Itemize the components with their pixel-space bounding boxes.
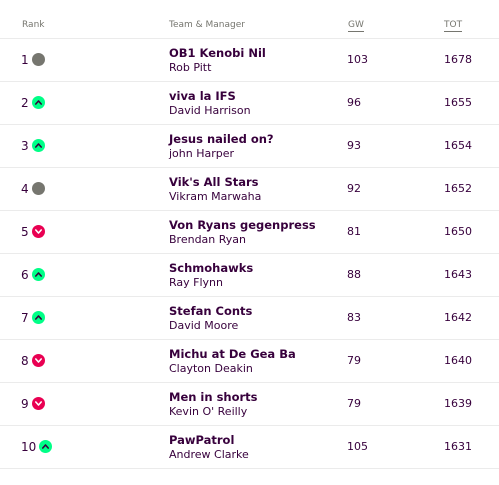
rank-number: 8	[21, 354, 29, 368]
team-name-link[interactable]: Men in shorts	[169, 390, 258, 404]
rank-up-icon	[32, 96, 45, 109]
total-points: 1642	[444, 311, 472, 324]
manager-name: David Harrison	[169, 104, 251, 117]
total-points: 1643	[444, 268, 472, 281]
total-points: 1678	[444, 53, 472, 66]
manager-name: Kevin O' Reilly	[169, 405, 248, 418]
team-name-link[interactable]: Von Ryans gegenpress	[169, 218, 316, 232]
rank-up-icon	[32, 311, 45, 324]
total-points: 1631	[444, 440, 472, 453]
gw-points: 79	[347, 354, 361, 367]
table-row: 8 Michu at De Gea Ba Clayton Deakin 79 1640	[0, 340, 499, 383]
team-name-link[interactable]: Stefan Conts	[169, 304, 253, 318]
team-name-link[interactable]: viva la IFS	[169, 89, 236, 103]
rank-up-icon	[32, 139, 45, 152]
tot-column-header[interactable]: TOT	[444, 20, 463, 32]
total-points: 1639	[444, 397, 472, 410]
manager-name: Brendan Ryan	[169, 233, 247, 246]
rank-number: 5	[21, 225, 29, 239]
manager-name: David Moore	[169, 319, 239, 332]
standings-table: Rank Team & Manager GW TOT 1 OB1 Kenobi N…	[0, 0, 499, 469]
rank-number: 6	[21, 268, 29, 282]
gw-points: 88	[347, 268, 361, 281]
rank-number: 1	[21, 53, 29, 67]
rank-same-icon	[32, 182, 45, 195]
rank-number: 10	[21, 440, 37, 454]
table-row: 10 PawPatrol Andrew Clarke 105 1631	[0, 426, 499, 469]
manager-name: Ray Flynn	[169, 276, 223, 289]
rank-down-icon	[32, 225, 45, 238]
rank-up-icon	[39, 440, 52, 453]
total-points: 1655	[444, 96, 472, 109]
team-manager-column-header: Team & Manager	[169, 20, 245, 30]
total-points: 1652	[444, 182, 472, 195]
rank-number: 9	[21, 397, 29, 411]
team-name-link[interactable]: Schmohawks	[169, 261, 254, 275]
team-name-link[interactable]: OB1 Kenobi Nil	[169, 46, 266, 60]
manager-name: john Harper	[169, 147, 235, 160]
rank-number: 4	[21, 182, 29, 196]
manager-name: Vikram Marwaha	[169, 190, 262, 203]
table-row: 3 Jesus nailed on? john Harper 93 1654	[0, 125, 499, 168]
rank-down-icon	[32, 397, 45, 410]
table-row: 5 Von Ryans gegenpress Brendan Ryan 81 1650	[0, 211, 499, 254]
gw-points: 103	[347, 53, 368, 66]
manager-name: Clayton Deakin	[169, 362, 253, 375]
table-row: 9 Men in shorts Kevin O' Reilly 79 1639	[0, 383, 499, 426]
gw-points: 83	[347, 311, 361, 324]
rank-number: 3	[21, 139, 29, 153]
manager-name: Andrew Clarke	[169, 448, 249, 461]
gw-points: 105	[347, 440, 368, 453]
rank-down-icon	[32, 354, 45, 367]
table-body: 1 OB1 Kenobi Nil Rob Pitt 103 1678 2 viva la I…	[0, 39, 499, 469]
table-row: 2 viva la IFS David Harrison 96 1655	[0, 82, 499, 125]
team-name-link[interactable]: PawPatrol	[169, 433, 235, 447]
total-points: 1640	[444, 354, 472, 367]
rank-column-header: Rank	[22, 20, 45, 30]
total-points: 1654	[444, 139, 472, 152]
gw-points: 93	[347, 139, 361, 152]
gw-points: 81	[347, 225, 361, 238]
rank-number: 7	[21, 311, 29, 325]
rank-number: 2	[21, 96, 29, 110]
table-row: 4 Vik's All Stars Vikram Marwaha 92 1652	[0, 168, 499, 211]
gw-points: 96	[347, 96, 361, 109]
table-row: 6 Schmohawks Ray Flynn 88 1643	[0, 254, 499, 297]
gw-column-header[interactable]: GW	[348, 20, 364, 32]
team-name-link[interactable]: Michu at De Gea Ba	[169, 347, 296, 361]
team-name-link[interactable]: Vik's All Stars	[169, 175, 259, 189]
manager-name: Rob Pitt	[169, 61, 212, 74]
total-points: 1650	[444, 225, 472, 238]
table-header: Rank Team & Manager GW TOT	[0, 0, 499, 39]
table-row: 7 Stefan Conts David Moore 83 1642	[0, 297, 499, 340]
rank-same-icon	[32, 53, 45, 66]
table-row: 1 OB1 Kenobi Nil Rob Pitt 103 1678	[0, 39, 499, 82]
team-name-link[interactable]: Jesus nailed on?	[169, 132, 274, 146]
rank-up-icon	[32, 268, 45, 281]
gw-points: 92	[347, 182, 361, 195]
gw-points: 79	[347, 397, 361, 410]
